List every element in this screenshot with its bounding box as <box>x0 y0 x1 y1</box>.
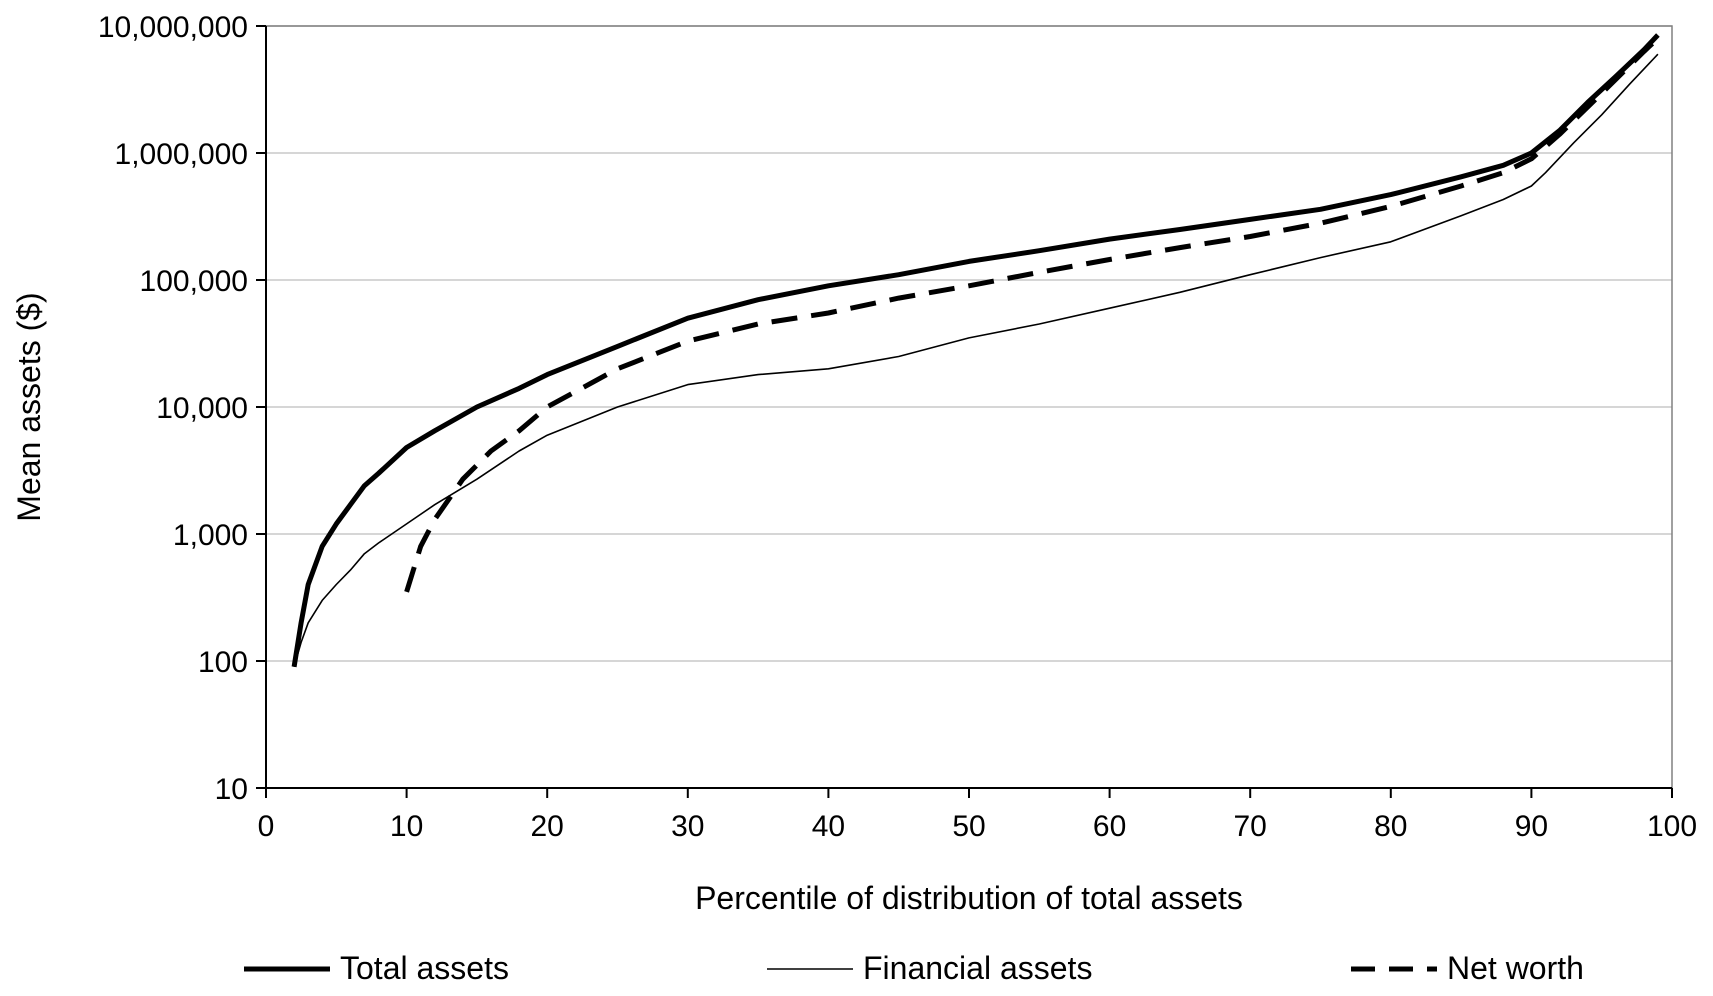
series-line-financial-assets <box>293 53 1659 668</box>
y-tick-label: 10,000 <box>156 392 248 425</box>
x-tick-label: 30 <box>671 810 704 843</box>
y-tick-label: 1,000 <box>173 519 248 552</box>
x-tick-label: 50 <box>952 810 985 843</box>
legend-label-financial-assets: Financial assets <box>863 950 1092 986</box>
y-tick-label: 10,000,000 <box>98 11 248 44</box>
y-axis-ticks: 10 100 1,000 10,000 100,000 1,000,000 10,000,0… <box>98 11 266 806</box>
y-axis-title: Mean assets ($) <box>11 292 47 521</box>
y-tick-label: 1,000,000 <box>115 138 248 171</box>
legend-label-total-assets: Total assets <box>340 950 509 986</box>
x-tick-label: 60 <box>1093 810 1126 843</box>
series-layer <box>291 33 1660 668</box>
legend-label-net-worth: Net worth <box>1447 950 1584 986</box>
x-axis-ticks: 0 10 20 30 40 50 60 70 80 90 100 <box>258 788 1697 843</box>
x-tick-label: 0 <box>258 810 275 843</box>
gridlines <box>266 25 1672 662</box>
x-tick-label: 10 <box>390 810 423 843</box>
series-line-net-worth <box>404 36 1660 593</box>
x-tick-label: 100 <box>1647 810 1697 843</box>
x-tick-label: 20 <box>531 810 564 843</box>
series-line-total-assets <box>291 33 1660 668</box>
x-tick-label: 80 <box>1374 810 1407 843</box>
y-tick-label: 10 <box>215 773 248 806</box>
x-tick-label: 90 <box>1515 810 1548 843</box>
x-tick-label: 70 <box>1234 810 1267 843</box>
y-tick-label: 100,000 <box>140 265 248 298</box>
x-tick-label: 40 <box>812 810 845 843</box>
legend: Total assets Financial assets Net worth <box>244 950 1584 986</box>
x-axis-title: Percentile of distribution of total asse… <box>695 880 1243 916</box>
y-tick-label: 100 <box>198 646 248 679</box>
